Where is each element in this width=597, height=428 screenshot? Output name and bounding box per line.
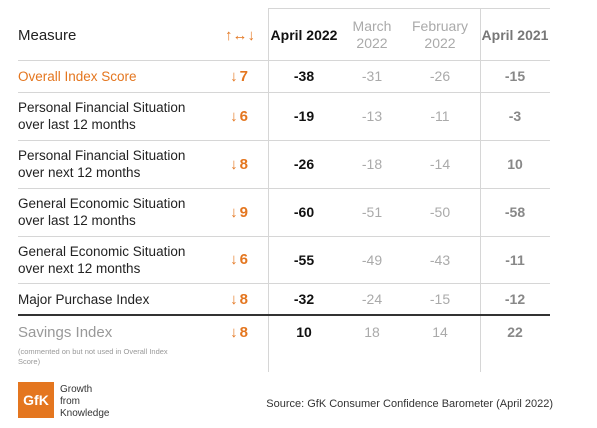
value: -31: [361, 68, 383, 84]
value: -11: [430, 108, 450, 124]
row-line: [18, 236, 550, 237]
measure: Personal Financial Situation over last 12…: [18, 92, 218, 140]
change: ↓8: [230, 323, 250, 341]
row-line: [18, 140, 550, 141]
tagline-line: Knowledge: [60, 408, 110, 419]
tagline-line: Growth: [60, 384, 93, 395]
tagline: Growth from Knowledge: [60, 384, 109, 420]
divider: [480, 8, 481, 372]
row-line: [18, 314, 550, 316]
source: Source: GfK Consumer Confidence Baromete…: [266, 398, 553, 410]
value: -12: [504, 291, 526, 307]
value: -15: [504, 68, 526, 84]
value: -38: [293, 68, 315, 84]
logo: GfK: [18, 382, 54, 418]
measure-line: Personal Financial Situation: [18, 100, 186, 115]
row-line: [18, 60, 550, 61]
measure-line: General Economic Situation: [18, 196, 186, 211]
value: -51: [361, 204, 383, 220]
column-header: April 2022: [270, 26, 338, 43]
value: -58: [504, 204, 526, 220]
measure-line: over last 12 months: [18, 117, 136, 132]
value: 18: [364, 324, 380, 340]
column-header: April 2021: [481, 26, 549, 43]
tagline-line: from: [60, 396, 80, 407]
measure-line: Savings Index: [18, 323, 113, 341]
value: -11: [505, 251, 525, 268]
value: -60: [293, 204, 315, 220]
measure-line: Major Purchase Index: [18, 291, 150, 307]
value: -13: [361, 108, 383, 124]
measure-line: over last 12 months: [18, 213, 136, 228]
divider: [268, 8, 269, 372]
measure: General Economic Situation over next 12 m…: [18, 236, 218, 283]
value: 10: [507, 156, 523, 172]
value: 10: [296, 324, 312, 340]
value: -26: [293, 156, 315, 172]
row-line: [18, 283, 550, 284]
value: -15: [429, 291, 451, 307]
value: 14: [432, 324, 448, 340]
measure-line: Personal Financial Situation: [18, 148, 186, 163]
change: ↓6: [230, 107, 250, 125]
change: ↓9: [230, 203, 250, 221]
value: -49: [361, 251, 383, 268]
measure: Savings Index: [18, 315, 218, 349]
top-line: [268, 8, 550, 9]
value: -50: [429, 204, 451, 220]
row-line: [18, 188, 550, 189]
note: (commented on but not used in Overall In…: [18, 347, 168, 366]
measure: Overall Index Score: [18, 60, 218, 92]
value: -43: [429, 251, 451, 268]
value: -24: [361, 291, 383, 307]
change: ↓7: [230, 67, 250, 85]
measure-line: General Economic Situation: [18, 243, 186, 259]
measure: Major Purchase Index: [18, 283, 218, 315]
measure: Personal Financial Situation over next 12…: [18, 140, 218, 188]
column-header: Measure: [18, 26, 77, 44]
measure-line: over next 12 months: [18, 165, 141, 180]
value: -3: [508, 108, 522, 124]
value: -32: [293, 291, 315, 307]
change: ↓8: [230, 155, 250, 173]
column-header: March 2022: [352, 18, 392, 51]
measure-line: over next 12 months: [18, 260, 141, 276]
change: ↓8: [230, 290, 250, 308]
column-header: February 2022: [411, 18, 469, 51]
value: -55: [293, 251, 315, 268]
value: -18: [361, 156, 383, 172]
value: 22: [507, 324, 523, 340]
measure-line: Overall Index Score: [18, 68, 137, 84]
row-line: [18, 92, 550, 93]
column-header: ↑↔↓: [225, 26, 255, 44]
value: -19: [293, 108, 315, 124]
measure: General Economic Situation over last 12 m…: [18, 188, 218, 236]
value: -26: [429, 68, 451, 84]
change: ↓6: [230, 251, 250, 268]
value: -14: [429, 156, 451, 172]
